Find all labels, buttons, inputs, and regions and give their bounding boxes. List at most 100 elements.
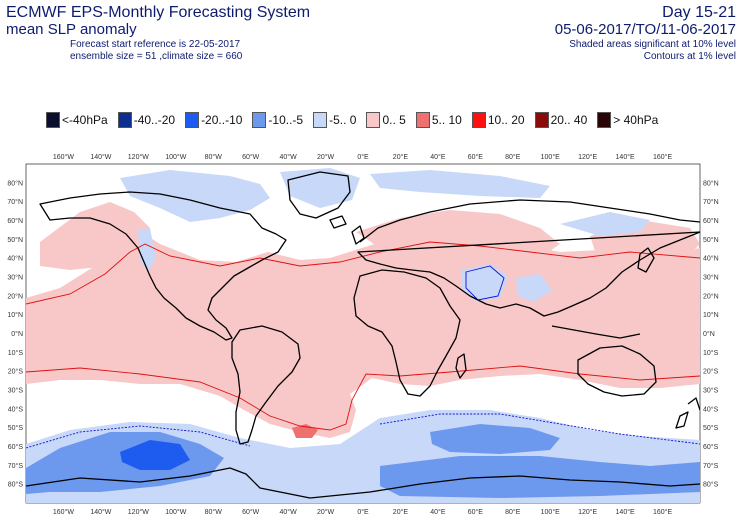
axis-tick-label: 20°E bbox=[393, 508, 409, 516]
axis-tick-label: 160°W bbox=[53, 508, 74, 516]
axis-tick-label: 10°S bbox=[8, 349, 24, 357]
axis-tick-label: 50°S bbox=[703, 424, 719, 432]
legend-item: 20.. 40 bbox=[534, 112, 594, 128]
axis-tick-label: 80°W bbox=[205, 153, 223, 161]
negative-anomaly-north-pacific-edge bbox=[560, 212, 650, 236]
negative-anomaly-central-asia bbox=[462, 264, 508, 302]
axis-tick-label: 70°S bbox=[703, 462, 719, 470]
axis-tick-label: 20°N bbox=[7, 292, 23, 300]
axis-tick-label: 80°E bbox=[505, 153, 521, 161]
legend-label: 20.. 40 bbox=[550, 113, 588, 127]
axis-tick-label: 40°N bbox=[7, 255, 23, 263]
legend-label: 5.. 10 bbox=[431, 113, 462, 127]
axis-tick-label: 80°W bbox=[205, 508, 223, 516]
axis-tick-label: 30°N bbox=[7, 274, 23, 282]
map-title: ECMWF EPS-Monthly Forecasting System bbox=[6, 4, 311, 21]
negative-anomaly-tibet bbox=[516, 274, 552, 302]
coastline-japan bbox=[637, 247, 655, 273]
coastline-eurasia bbox=[357, 199, 700, 317]
legend-item: -20..-10 bbox=[185, 112, 248, 128]
axis-tick-label: 60°E bbox=[468, 508, 484, 516]
longitude-ticks-top: 160°W 140°W 120°W 100°W 80°W 60°W 40°W 20°W 0°E 2… bbox=[53, 153, 673, 161]
axis-tick-label: 140°W bbox=[90, 153, 111, 161]
axis-tick-label: 20°W bbox=[317, 153, 335, 161]
coastline-australia bbox=[577, 345, 657, 397]
legend-item: 0.. 5 bbox=[366, 112, 411, 128]
legend-swatch bbox=[534, 112, 549, 128]
axis-tick-label: 50°N bbox=[703, 236, 719, 244]
axis-tick-label: 40°W bbox=[280, 508, 298, 516]
legend-label: -20..-10 bbox=[201, 113, 243, 127]
map-subtitle: mean SLP anomaly bbox=[6, 21, 137, 38]
axis-tick-label: 20°E bbox=[393, 153, 409, 161]
axis-tick-label: 30°N bbox=[703, 274, 719, 282]
negative-anomaly-siberia bbox=[370, 170, 550, 198]
period-label: Day 15-21 bbox=[662, 4, 736, 21]
axis-tick-label: 160°W bbox=[53, 153, 74, 161]
legend-label: 10.. 20 bbox=[487, 113, 525, 127]
axis-tick-label: 80°S bbox=[703, 481, 719, 489]
color-legend: <-40hPa -40..-20 -20..-10 -10..-5 -5.. 0 0.. … bbox=[46, 110, 668, 130]
coastline-africa bbox=[353, 269, 461, 397]
axis-tick-label: 100°W bbox=[165, 508, 186, 516]
negative-anomaly-arctic-canada bbox=[120, 170, 270, 222]
contour-negative-central-asia bbox=[465, 265, 505, 301]
axis-tick-label: 40°E bbox=[430, 153, 446, 161]
axis-tick-label: 100°W bbox=[165, 153, 186, 161]
axis-tick-label: 10°N bbox=[703, 311, 719, 319]
axis-tick-label: 0°E bbox=[357, 153, 369, 161]
legend-label: -10..-5 bbox=[268, 113, 304, 127]
axis-tick-label: 60°N bbox=[703, 217, 719, 225]
axis-tick-label: 30°S bbox=[703, 387, 719, 395]
axis-tick-label: 70°N bbox=[703, 198, 719, 206]
axis-tick-label: 20°S bbox=[8, 368, 24, 376]
axis-tick-label: 0°E bbox=[357, 508, 369, 516]
slp-anomaly-map: 160°W 140°W 120°W 100°W 80°W 60°W 40°W 20°W 0°E 2… bbox=[7, 153, 719, 516]
legend-swatch bbox=[46, 112, 60, 128]
axis-tick-label: 140°E bbox=[616, 508, 635, 516]
legend-label: -5.. 0 bbox=[329, 113, 357, 127]
legend-item: <-40hPa bbox=[46, 112, 114, 128]
legend-item: -40..-20 bbox=[117, 112, 181, 128]
axis-tick-label: 80°N bbox=[703, 179, 719, 187]
coastline-north-america bbox=[39, 191, 287, 341]
coastlines bbox=[26, 171, 700, 499]
negative-anomaly-south-pacific-core bbox=[120, 440, 190, 470]
axis-tick-label: 140°W bbox=[90, 508, 111, 516]
period-dates: 05-06-2017/TO/11-06-2017 bbox=[554, 21, 736, 38]
axis-tick-label: 40°E bbox=[430, 508, 446, 516]
legend-swatch bbox=[415, 112, 430, 128]
axis-tick-label: 10°N bbox=[7, 311, 23, 319]
axis-tick-label: 160°E bbox=[653, 153, 672, 161]
axis-tick-label: 80°N bbox=[7, 179, 23, 187]
significance-shaded: Shaded areas significant at 10% level bbox=[569, 39, 736, 50]
legend-item: 5.. 10 bbox=[415, 112, 468, 128]
axis-tick-label: 60°E bbox=[468, 153, 484, 161]
legend-label: -40..-20 bbox=[133, 113, 176, 127]
axis-tick-label: 60°N bbox=[7, 217, 23, 225]
legend-item: > 40hPa bbox=[597, 112, 664, 128]
negative-anomaly-rockies bbox=[138, 228, 156, 272]
legend-item: -10..-5 bbox=[252, 112, 309, 128]
legend-item: -5.. 0 bbox=[313, 112, 362, 128]
coastline-new-zealand bbox=[675, 397, 700, 429]
axis-tick-label: 40°W bbox=[280, 153, 298, 161]
axis-tick-label: 20°S bbox=[703, 368, 719, 376]
coastline-uk bbox=[351, 225, 365, 245]
legend-swatch bbox=[185, 112, 200, 128]
axis-tick-label: 30°S bbox=[8, 387, 24, 395]
axis-tick-label: 120°E bbox=[578, 508, 597, 516]
axis-tick-label: 70°N bbox=[7, 198, 23, 206]
axis-tick-label: 0°N bbox=[11, 330, 23, 338]
axis-tick-label: 70°S bbox=[8, 462, 24, 470]
axis-tick-label: 60°S bbox=[703, 443, 719, 451]
positive-anomaly-eurasia bbox=[356, 210, 560, 258]
coastline-madagascar bbox=[455, 353, 467, 379]
legend-label: <-40hPa bbox=[62, 113, 108, 127]
ensemble-size: ensemble size = 51 ,climate size = 660 bbox=[70, 51, 243, 62]
legend-swatch bbox=[313, 112, 328, 128]
axis-tick-label: 100°E bbox=[541, 153, 560, 161]
coastline-iceland bbox=[329, 215, 347, 229]
coastline-indonesia bbox=[551, 325, 641, 339]
axis-tick-label: 60°S bbox=[8, 443, 24, 451]
